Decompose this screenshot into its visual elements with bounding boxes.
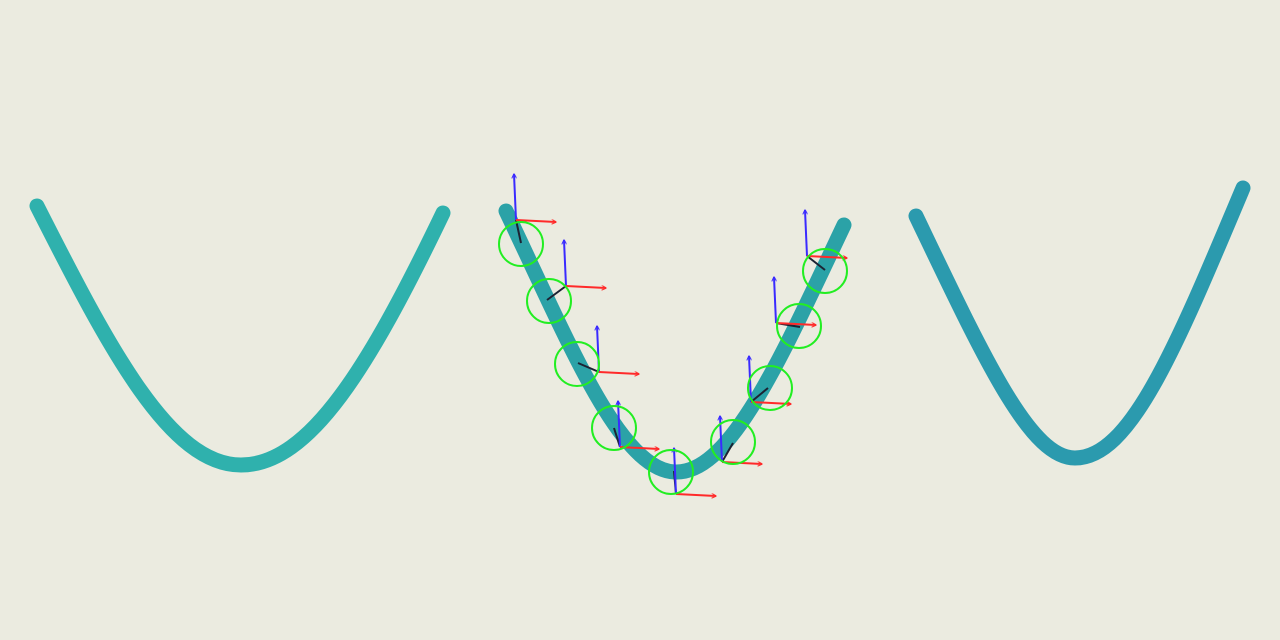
keyframe-1 <box>498 174 556 267</box>
y-axis-arrow <box>618 401 621 448</box>
keypoint-circle <box>802 248 848 294</box>
x-axis-arrow <box>806 255 847 258</box>
keypoint-circle <box>554 341 600 387</box>
z-axis-line <box>577 362 600 373</box>
z-axis-line <box>721 442 734 463</box>
y-axis-arrow <box>774 277 777 324</box>
curve-right <box>908 180 1251 466</box>
keyframe-8 <box>774 277 822 349</box>
keypoint-circle <box>591 405 637 451</box>
x-axis-arrow <box>565 285 606 288</box>
keypoint-circle <box>648 449 694 495</box>
x-axis-arrow <box>515 219 556 222</box>
curve-left <box>29 198 451 473</box>
keyframe-6 <box>710 416 762 465</box>
keypoint-circle <box>747 365 793 411</box>
y-axis-arrow <box>564 240 567 287</box>
keyframe-9 <box>802 210 848 294</box>
keyframe-4 <box>591 401 659 451</box>
z-axis-line <box>515 219 522 244</box>
z-axis-line <box>750 387 769 403</box>
y-axis-arrow <box>674 448 677 495</box>
z-axis-line <box>546 285 567 301</box>
y-axis-arrow <box>514 174 517 221</box>
keyframe-2 <box>526 240 606 324</box>
keypoint-circle <box>710 419 756 465</box>
keypoint-circle <box>498 221 544 267</box>
x-axis-arrow <box>598 371 639 374</box>
keyframe-5 <box>648 448 716 496</box>
x-axis-arrow <box>619 446 659 449</box>
x-axis-arrow <box>675 493 716 496</box>
keyframe-3 <box>554 326 639 387</box>
y-axis-arrow <box>805 210 808 257</box>
x-axis-arrow <box>775 322 816 325</box>
keypoint-circle <box>526 278 572 324</box>
keyframe-7 <box>747 356 793 411</box>
z-axis-line <box>806 255 826 271</box>
keypoint-circle <box>776 303 822 349</box>
